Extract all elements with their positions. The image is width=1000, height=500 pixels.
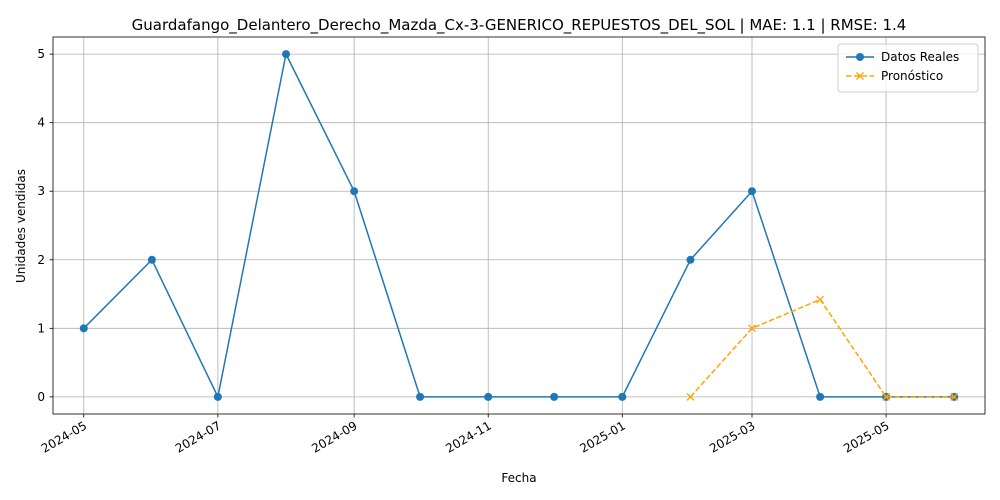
data-point-datos-reales [147, 255, 156, 264]
legend-label-datos-reales: Datos Reales [881, 50, 959, 64]
legend-box [837, 43, 979, 93]
data-point-datos-reales [79, 324, 88, 333]
grid-lines [53, 37, 985, 414]
y-tick-label: 5 [37, 47, 45, 61]
chart-title: Guardafango_Delantero_Derecho_Mazda_Cx-3… [132, 16, 907, 35]
series-line-pronostico [689, 298, 955, 398]
legend-label-pronostico: Pronóstico [881, 69, 943, 83]
y-tick-label: 0 [37, 390, 45, 404]
y-tick-label: 3 [37, 184, 45, 198]
x-tick-label: 2024-05 [39, 418, 89, 455]
x-axis-ticks: 2024-05 2024-07 2024-09 2024-11 2025-01 2025-… [39, 414, 892, 456]
x-tick-label: 2024-11 [443, 418, 493, 455]
data-point-datos-reales [350, 187, 359, 196]
x-tick-label: 2024-09 [309, 418, 359, 455]
series-layer [79, 50, 959, 401]
data-point-pronostico [816, 295, 825, 304]
data-point-pronostico [686, 392, 695, 401]
series-line-datos-reales [83, 53, 955, 398]
y-axis-ticks: 0 1 2 3 4 5 [37, 47, 53, 404]
data-point-datos-reales [816, 392, 825, 401]
data-point-datos-reales [550, 392, 559, 401]
data-point-pronostico [748, 324, 756, 333]
y-axis-label: Unidades vendidas [14, 169, 28, 283]
data-point-datos-reales [416, 392, 425, 401]
legend-marker-datos-reales [856, 53, 864, 61]
x-tick-label: 2024-07 [173, 418, 223, 455]
data-point-datos-reales [484, 392, 493, 401]
data-point-pronostico [882, 392, 891, 401]
data-point-pronostico [950, 392, 959, 401]
y-tick-label: 1 [37, 321, 45, 335]
legend-marker-pronostico [856, 72, 864, 80]
data-point-datos-reales [748, 187, 756, 196]
y-tick-label: 2 [37, 253, 45, 267]
x-tick-label: 2025-05 [841, 418, 891, 455]
data-point-datos-reales [686, 255, 695, 264]
data-point-datos-reales [213, 392, 222, 401]
x-tick-label: 2025-01 [577, 418, 627, 455]
data-point-datos-reales [618, 392, 627, 401]
x-tick-label: 2025-03 [707, 418, 757, 455]
x-axis-label: Fecha [501, 471, 536, 485]
data-point-datos-reales [282, 50, 290, 59]
y-tick-label: 4 [37, 116, 45, 130]
legend: Datos Reales Pronóstico [837, 43, 979, 93]
plot-area-frame [52, 36, 986, 415]
